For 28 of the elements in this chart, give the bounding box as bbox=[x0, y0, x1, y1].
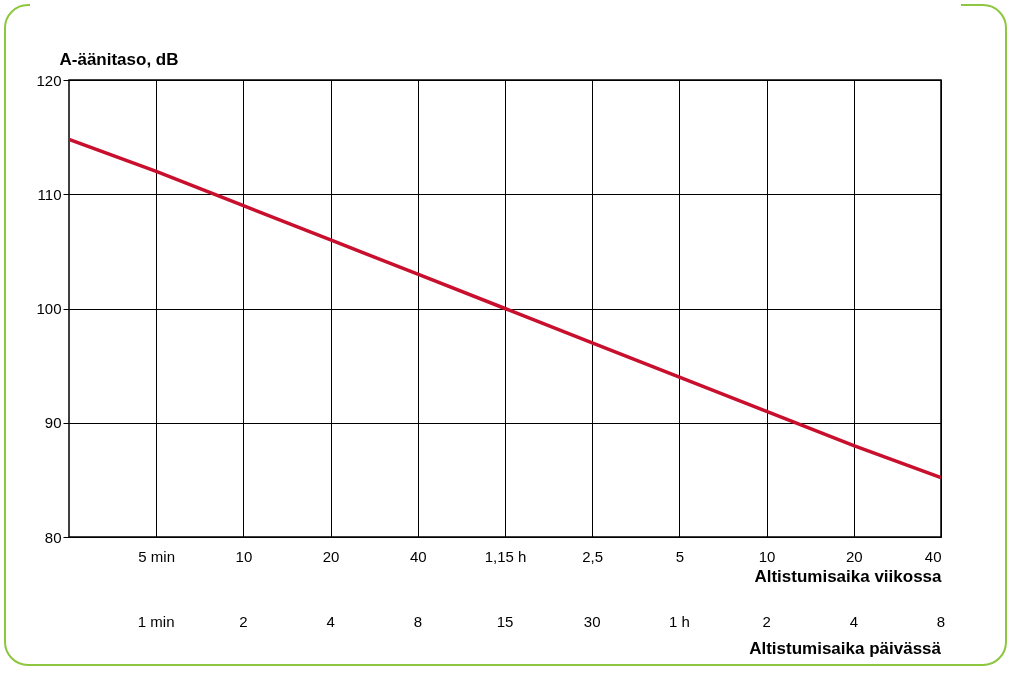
text: 8 bbox=[936, 613, 946, 630]
x2-axis-title: Altistumisaika päivässä bbox=[749, 639, 942, 658]
x-tick-label: 5 bbox=[675, 547, 685, 565]
text: 2 bbox=[239, 613, 248, 630]
x-tick-label: 5 min bbox=[138, 547, 176, 565]
text: 1 min bbox=[137, 613, 175, 630]
x-tick-label: 40 bbox=[924, 547, 942, 565]
y-tick-label: 80 bbox=[44, 528, 62, 546]
x-tick-label: 10 bbox=[235, 547, 253, 565]
x-tick-label: 1,15 h bbox=[484, 547, 527, 565]
text: 4 bbox=[326, 613, 335, 630]
x-tick-label: 40 bbox=[409, 547, 427, 565]
y-tick-label: 90 bbox=[44, 414, 62, 432]
x-tick-label: 20 bbox=[845, 547, 863, 565]
y-tick-label: 110 bbox=[37, 185, 62, 203]
x-tick-label: 10 bbox=[758, 547, 776, 565]
x-tick-label: 2,5 bbox=[582, 547, 604, 565]
y-tick-label: 120 bbox=[36, 71, 62, 89]
text: 4 bbox=[849, 613, 858, 630]
text: 8 bbox=[413, 613, 422, 630]
text: 15 bbox=[496, 613, 514, 630]
y-axis-title: A-äänitaso, dB bbox=[59, 49, 179, 69]
x-tick-label: 20 bbox=[322, 547, 340, 565]
y-tick-label: 100 bbox=[36, 300, 62, 317]
text: 1 h bbox=[668, 613, 690, 630]
x-axis-title: Altistumisaika viikossa bbox=[754, 566, 943, 586]
text: 30 bbox=[583, 613, 601, 630]
text: 2 bbox=[762, 613, 771, 630]
